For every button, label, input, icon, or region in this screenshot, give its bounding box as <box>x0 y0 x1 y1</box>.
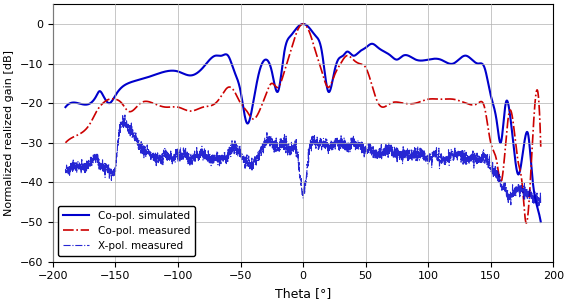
X-pol. measured <box>122 113 128 117</box>
Co-pol. measured <box>144 100 151 103</box>
Co-pol. simulated <box>265 60 272 63</box>
Co-pol. measured <box>300 22 307 26</box>
X-pol. measured <box>534 204 541 208</box>
Co-pol. measured <box>537 145 544 149</box>
X-axis label: Theta [°]: Theta [°] <box>275 287 331 300</box>
Co-pol. measured <box>523 221 530 225</box>
Legend: Co-pol. simulated, Co-pol. measured, X-pol. measured: Co-pol. simulated, Co-pol. measured, X-p… <box>58 206 195 256</box>
Co-pol. simulated <box>537 220 544 224</box>
Co-pol. measured <box>265 86 272 90</box>
Co-pol. simulated <box>144 75 151 79</box>
Co-pol. measured <box>116 99 123 103</box>
X-pol. measured <box>265 141 272 145</box>
X-pol. measured <box>244 165 251 168</box>
Co-pol. measured <box>244 111 251 114</box>
Co-pol. simulated <box>300 22 307 26</box>
Co-pol. measured <box>62 141 69 145</box>
X-pol. measured <box>62 169 69 172</box>
Line: Co-pol. measured: Co-pol. measured <box>65 24 541 223</box>
X-pol. measured <box>116 123 123 126</box>
Co-pol. simulated <box>116 88 123 91</box>
Co-pol. simulated <box>62 105 69 109</box>
Co-pol. measured <box>477 100 484 104</box>
X-pol. measured <box>528 194 535 197</box>
X-pol. measured <box>477 160 484 164</box>
X-pol. measured <box>537 202 544 206</box>
Y-axis label: Normalized realized gain [dB]: Normalized realized gain [dB] <box>4 50 14 216</box>
Co-pol. simulated <box>528 168 535 171</box>
Line: Co-pol. simulated: Co-pol. simulated <box>65 24 541 222</box>
Co-pol. measured <box>528 154 535 158</box>
Co-pol. simulated <box>244 122 251 125</box>
X-pol. measured <box>145 152 152 155</box>
Co-pol. simulated <box>477 61 484 65</box>
Line: X-pol. measured: X-pol. measured <box>65 115 541 206</box>
